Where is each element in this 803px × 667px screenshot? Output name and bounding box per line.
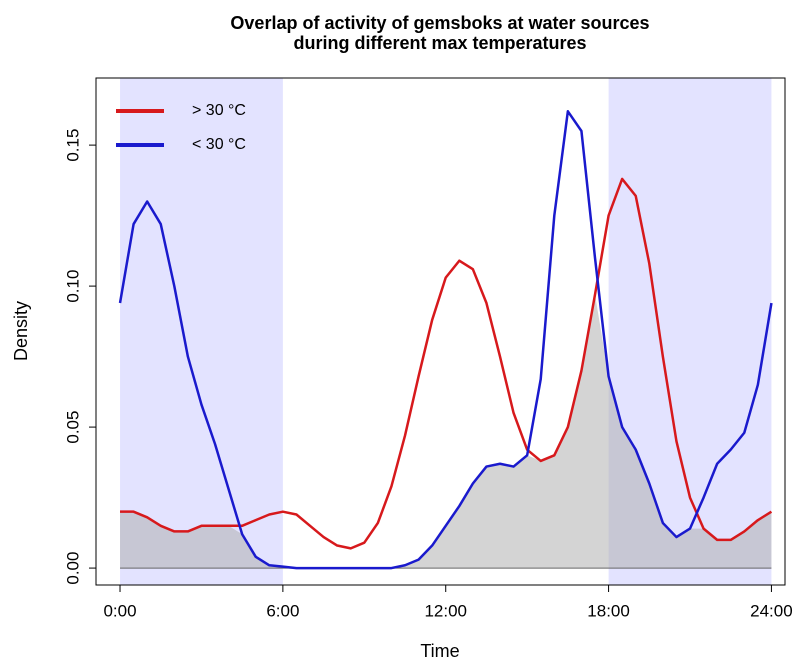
y-tick-label: 0.05 xyxy=(63,411,82,444)
x-tick-label: 0:00 xyxy=(103,601,136,620)
legend-label: > 30 °C xyxy=(192,102,246,119)
y-axis-label: Density xyxy=(11,301,31,361)
x-tick-label: 18:00 xyxy=(587,601,630,620)
chart-title: Overlap of activity of gemsboks at water… xyxy=(230,13,649,33)
y-tick-label: 0.10 xyxy=(63,270,82,303)
plot-frame xyxy=(95,77,786,586)
chart-title: during different max temperatures xyxy=(293,33,586,53)
density-line xyxy=(120,177,773,550)
x-tick-label: 6:00 xyxy=(266,601,299,620)
overlap-area xyxy=(120,294,772,569)
x-axis-label: Time xyxy=(420,641,459,661)
y-tick-label: 0.00 xyxy=(63,552,82,585)
y-tick-label: 0.15 xyxy=(63,129,82,162)
density-line xyxy=(118,110,773,570)
x-tick-label: 24:00 xyxy=(750,601,793,620)
night-shade xyxy=(120,78,283,585)
legend-label: < 30 °C xyxy=(192,136,246,153)
x-tick-label: 12:00 xyxy=(424,601,467,620)
